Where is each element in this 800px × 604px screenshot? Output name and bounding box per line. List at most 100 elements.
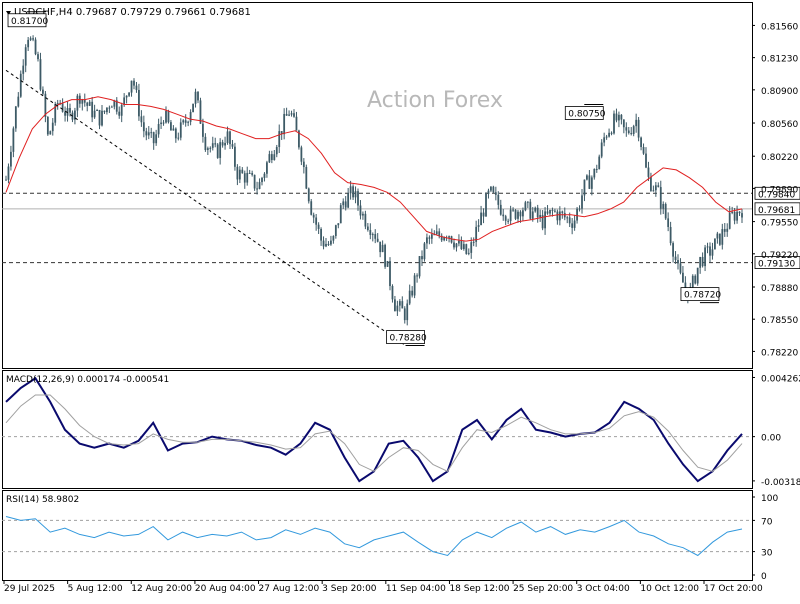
axes: 0.81560 0.81230 0.80900 0.80560 0.80220 0.798… bbox=[3, 22, 800, 594]
candle-body bbox=[362, 213, 364, 216]
candle-body bbox=[571, 223, 574, 228]
x-tick-label: 18 Sep 12:00 bbox=[449, 584, 509, 594]
candle-body bbox=[261, 177, 263, 183]
candle-body bbox=[726, 228, 729, 232]
candle-body bbox=[160, 122, 162, 125]
candle-body bbox=[238, 169, 241, 180]
candle-body bbox=[46, 116, 49, 135]
candle-body bbox=[578, 208, 581, 210]
candle-body bbox=[381, 244, 384, 253]
candle-body bbox=[477, 225, 480, 227]
candle-body bbox=[682, 272, 684, 283]
candle-body bbox=[701, 256, 704, 267]
candle-body bbox=[12, 128, 15, 152]
candle-body bbox=[150, 132, 153, 134]
candle-body bbox=[549, 209, 551, 214]
macd-tick-label: -0.003188 bbox=[761, 478, 800, 488]
candle-body bbox=[600, 142, 603, 157]
moving-average-line bbox=[5, 96, 743, 242]
candle-body bbox=[199, 100, 202, 124]
candle-body bbox=[504, 216, 507, 221]
candle-body bbox=[44, 93, 47, 117]
y-tick-label: 0.79220 bbox=[761, 251, 798, 261]
candle-body bbox=[248, 172, 251, 174]
annotation-box bbox=[386, 330, 425, 344]
current-price-box bbox=[754, 202, 800, 216]
macd-tick-label: 0.00 bbox=[761, 434, 781, 444]
candle-body bbox=[19, 73, 22, 97]
candle-body bbox=[293, 113, 295, 117]
candle-body bbox=[401, 301, 404, 309]
candle-body bbox=[256, 188, 258, 190]
candle-body bbox=[394, 299, 396, 312]
candle-body bbox=[615, 113, 618, 121]
level-tag-box bbox=[754, 186, 800, 200]
candle-body bbox=[620, 114, 623, 120]
price-annotation-label: 0.80750 bbox=[568, 109, 605, 119]
candle-body bbox=[115, 100, 118, 112]
candle-body bbox=[214, 143, 217, 145]
candle-body bbox=[465, 244, 468, 254]
x-tick-label: 25 Sep 20:00 bbox=[513, 584, 573, 594]
candle-body bbox=[608, 132, 610, 137]
candle-body bbox=[586, 175, 588, 180]
candle-body bbox=[320, 228, 322, 241]
candle-body bbox=[391, 286, 394, 300]
candle-body bbox=[209, 147, 212, 149]
candle-body bbox=[541, 215, 544, 229]
candle-body bbox=[561, 211, 564, 213]
price-annotation-label: 0.81700 bbox=[11, 17, 48, 27]
candle-body bbox=[371, 234, 374, 236]
candle-body bbox=[467, 252, 470, 254]
macd-tick-label: 0.004262 bbox=[761, 374, 800, 384]
y-tick-label: 0.78880 bbox=[761, 284, 798, 294]
candle-body bbox=[699, 256, 702, 268]
candle-body bbox=[517, 211, 519, 219]
candle-body bbox=[556, 211, 559, 221]
candle-body bbox=[305, 167, 308, 189]
candle-body bbox=[632, 126, 635, 134]
candle-body bbox=[17, 96, 20, 107]
candle-body bbox=[490, 186, 492, 191]
candle-body bbox=[56, 102, 59, 105]
candle-body bbox=[108, 107, 111, 109]
candle-body bbox=[741, 213, 743, 218]
candle-body bbox=[625, 127, 628, 131]
candle-body bbox=[270, 154, 273, 161]
candle-body bbox=[49, 131, 52, 135]
candle-body bbox=[337, 223, 340, 226]
candle-body bbox=[430, 234, 433, 239]
candle-body bbox=[389, 261, 391, 287]
y-tick-label: 0.80900 bbox=[761, 87, 798, 97]
candle-body bbox=[302, 161, 305, 168]
annotation-box bbox=[7, 13, 47, 28]
candle-body bbox=[69, 108, 71, 113]
candle-body bbox=[581, 195, 583, 209]
candle-body bbox=[684, 282, 687, 289]
candle-body bbox=[187, 121, 190, 123]
candle-body bbox=[659, 187, 662, 209]
x-tick-label: 20 Aug 04:00 bbox=[195, 584, 256, 594]
candle-body bbox=[522, 210, 524, 217]
candle-body bbox=[86, 102, 89, 106]
candle-body bbox=[499, 204, 502, 215]
macd-header-label: MACD(12,26,9) 0.000174 -0.000541 bbox=[6, 375, 169, 385]
candle-body bbox=[61, 103, 64, 112]
candle-body bbox=[413, 275, 416, 296]
candle-body bbox=[709, 246, 711, 256]
candle-body bbox=[133, 80, 135, 86]
candle-body bbox=[706, 246, 709, 248]
candle-body bbox=[640, 137, 642, 148]
candle-body bbox=[140, 116, 143, 123]
x-tick-label: 27 Aug 12:00 bbox=[259, 584, 320, 594]
price-panel-frame bbox=[2, 2, 753, 369]
candle-body bbox=[344, 201, 347, 208]
candle-body bbox=[216, 144, 219, 158]
rsi-tick-label: 0 bbox=[761, 572, 767, 582]
candle-body bbox=[384, 244, 386, 267]
candle-body bbox=[440, 235, 443, 241]
candle-body bbox=[568, 217, 571, 224]
current-price-label: 0.79681 bbox=[758, 206, 795, 216]
candle-body bbox=[295, 116, 298, 131]
candle-body bbox=[492, 186, 495, 193]
